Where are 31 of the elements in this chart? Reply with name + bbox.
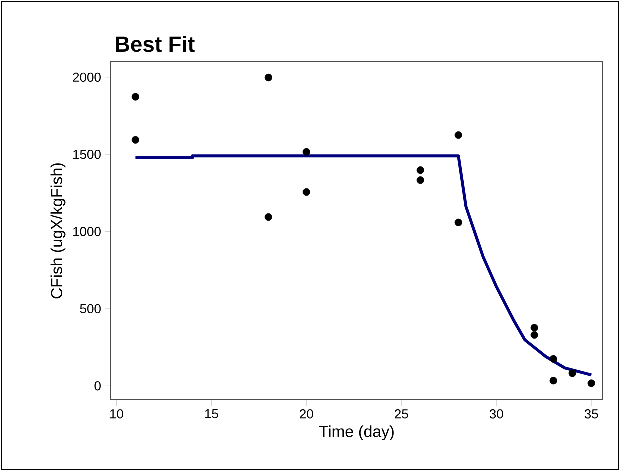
x-tick-label: 15 <box>205 410 218 419</box>
point <box>264 213 272 222</box>
x-tick-label: 30 <box>490 410 504 419</box>
point <box>302 148 310 156</box>
point <box>132 93 140 101</box>
point <box>530 331 538 339</box>
point <box>568 370 576 378</box>
line-series <box>134 154 594 377</box>
x-axis-title: Time (day) <box>319 426 394 441</box>
y-tick-label: 500 <box>80 304 101 314</box>
x-tick-label: 25 <box>395 410 408 419</box>
point <box>530 324 538 332</box>
point <box>454 132 462 140</box>
y-tick-label: 1000 <box>74 227 101 236</box>
x-tick-label: 20 <box>300 410 314 419</box>
y-axis-title: CFish (ugX/kgFish) <box>50 164 66 299</box>
point <box>550 377 558 385</box>
chart-title: Best Fit <box>116 36 195 52</box>
point <box>550 355 558 363</box>
point <box>454 218 462 226</box>
y-tick-label: 1500 <box>74 150 101 160</box>
point <box>132 136 140 144</box>
point <box>416 166 424 174</box>
x-tick-label: 35 <box>584 410 598 419</box>
y-tick-label: 2000 <box>73 72 101 82</box>
y-tick-label: 0 <box>94 382 101 391</box>
point <box>416 176 424 184</box>
point <box>302 188 310 196</box>
point <box>588 380 596 388</box>
x-tick-label: 10 <box>110 410 124 419</box>
point <box>264 74 272 82</box>
